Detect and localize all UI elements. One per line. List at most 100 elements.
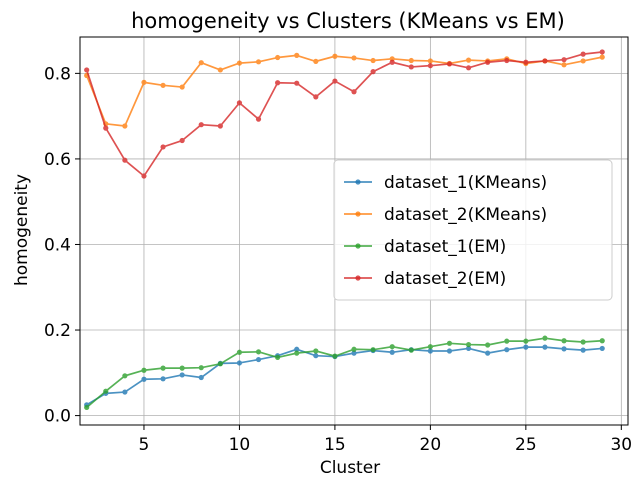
data-point [599, 49, 605, 55]
data-point [179, 84, 185, 90]
legend-label: dataset_2(KMeans) [384, 205, 547, 225]
data-point [427, 348, 433, 354]
data-point [160, 144, 166, 150]
data-point [179, 365, 185, 371]
data-point [313, 353, 319, 359]
data-point [122, 123, 128, 129]
data-point [294, 80, 300, 86]
y-tick-label: 0.4 [44, 235, 71, 255]
data-point [389, 59, 395, 65]
data-point [217, 361, 223, 367]
data-point [504, 57, 510, 64]
data-point [332, 53, 338, 59]
data-point [332, 78, 338, 84]
legend: dataset_1(KMeans) dataset_2(KMeans)datase… [333, 159, 613, 301]
data-point [160, 82, 166, 88]
data-point [485, 59, 491, 65]
x-tick-label: 5 [139, 435, 150, 455]
x-tick-label: 30 [610, 435, 632, 455]
ticks: 5 10 15 20 25 30 0.0 0.2 0.4 0.6 0.8 [44, 64, 632, 455]
legend-box [333, 159, 613, 301]
data-point [465, 345, 472, 352]
data-point [179, 137, 185, 144]
data-point [198, 365, 204, 371]
data-point [599, 338, 605, 344]
data-point [561, 57, 567, 63]
data-point [542, 58, 548, 64]
data-point [236, 60, 243, 66]
data-point [313, 348, 319, 354]
x-tick-label: 25 [515, 435, 537, 455]
data-point [84, 404, 90, 411]
data-point [465, 57, 472, 63]
data-point [446, 340, 453, 346]
data-point [236, 100, 243, 106]
data-point [255, 116, 262, 122]
series-line [86, 346, 603, 406]
data-point [370, 69, 376, 75]
data-point [580, 51, 586, 57]
series-line [85, 51, 603, 177]
x-axis-title: Cluster [320, 458, 380, 478]
y-tick-label: 0.8 [44, 64, 71, 84]
data-point [275, 80, 281, 86]
data-point [236, 360, 243, 366]
data-point [446, 61, 453, 67]
data-point [504, 338, 510, 344]
legend-marker [355, 211, 361, 217]
x-tick-label: 10 [229, 435, 251, 455]
x-tick-label: 20 [420, 435, 442, 455]
data-point [446, 348, 453, 354]
data-point [275, 354, 281, 361]
data-point [255, 349, 262, 355]
data-point [485, 350, 491, 356]
data-point [504, 347, 510, 353]
legend-item: dataset_2(EM) [344, 269, 506, 289]
data-point [465, 341, 472, 348]
data-point [408, 57, 414, 64]
data-point [160, 365, 166, 371]
data-point [370, 347, 376, 353]
legend-label: dataset_1(KMeans) [384, 173, 547, 193]
data-point [217, 67, 223, 73]
data-point [542, 335, 548, 341]
data-point [351, 346, 357, 352]
data-point [294, 52, 300, 58]
data-point [465, 65, 472, 71]
series-dataset_2(EM) [84, 49, 605, 179]
data-point [141, 79, 147, 85]
data-point [485, 342, 491, 348]
data-point [351, 55, 357, 61]
data-point [599, 54, 605, 60]
data-point [198, 60, 204, 66]
data-point [599, 345, 605, 352]
data-point [523, 59, 529, 65]
data-point [580, 339, 586, 345]
data-point [141, 376, 147, 382]
legend-item: dataset_1(EM) [344, 237, 506, 257]
y-tick-label: 0.0 [44, 407, 71, 427]
data-point [255, 356, 262, 363]
data-point [332, 353, 338, 359]
data-point [408, 64, 414, 70]
series-line [86, 337, 603, 409]
y-axis-title: homogeneity [12, 174, 32, 286]
series-layer [84, 49, 605, 411]
data-point [427, 58, 433, 64]
data-point [561, 62, 567, 68]
data-point [523, 338, 529, 344]
data-point [427, 63, 433, 69]
data-point [236, 349, 243, 355]
x-tick-label: 15 [324, 435, 346, 455]
data-point [103, 388, 109, 394]
data-point [351, 89, 357, 95]
data-point [370, 57, 376, 64]
data-point [389, 344, 395, 350]
legend-item: dataset_1(KMeans) [344, 173, 547, 193]
series-dataset_1(EM) [84, 335, 605, 411]
data-point [198, 122, 204, 128]
data-point [561, 338, 567, 344]
data-point [141, 367, 147, 373]
data-point [122, 389, 128, 395]
data-point [294, 346, 300, 352]
